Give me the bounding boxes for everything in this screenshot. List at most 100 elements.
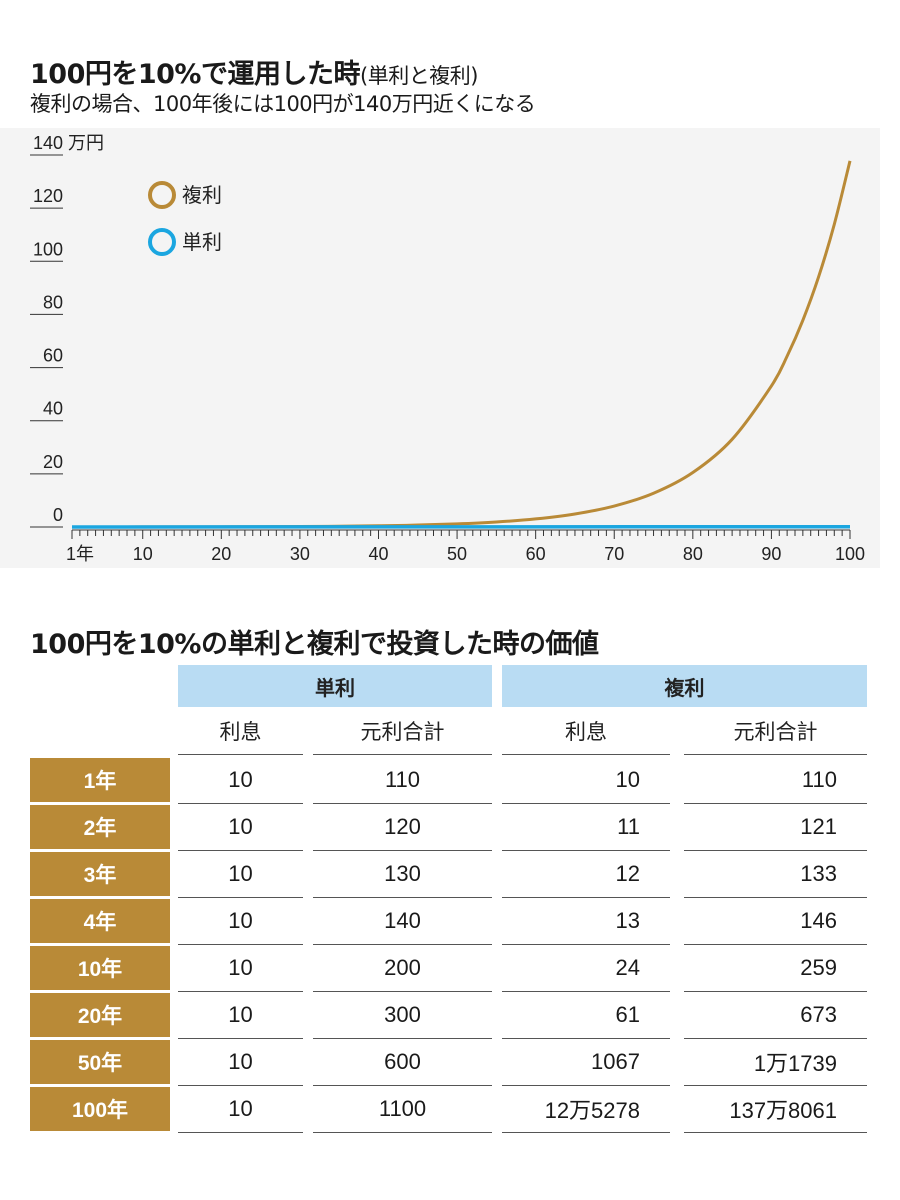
chart-title-paren: (単利と複利) — [360, 64, 478, 88]
table-rule — [178, 1132, 303, 1133]
table-rule — [313, 803, 492, 804]
table-cell: 11 — [617, 814, 640, 839]
table-cell: 10 — [228, 814, 253, 839]
table-rule — [502, 1085, 670, 1086]
column-header: 利息 — [219, 720, 262, 744]
chart-subtitle: 複利の場合、100年後には100円が140万円近くになる — [30, 92, 536, 116]
table-rule — [502, 991, 670, 992]
x-tick-label: 80 — [683, 544, 703, 564]
x-tick-label: 100 — [835, 544, 865, 564]
table-rule — [178, 944, 303, 945]
table-cell: 12万5278 — [544, 1098, 640, 1123]
table-cell: 10 — [615, 767, 640, 792]
table-rule — [313, 754, 492, 755]
table-cell: 146 — [800, 908, 837, 933]
legend-marker — [148, 181, 176, 209]
table-rule — [178, 1085, 303, 1086]
y-tick-label: 40 — [43, 399, 63, 419]
line-chart: 0 20 40 60 80 100 120 140 万円 1年 10 20 30 40 50 60 70 80 9… — [0, 128, 880, 568]
table-cell: 1万1739 — [753, 1051, 837, 1076]
y-axis: 0 20 40 60 80 100 120 140 万円 — [30, 133, 104, 528]
table-rule — [684, 991, 867, 992]
table-cell: 10 — [228, 1096, 253, 1121]
table-rule — [684, 1038, 867, 1039]
table-cell: 259 — [800, 955, 837, 980]
row-label: 10年 — [30, 946, 170, 990]
y-tick-label: 100 — [33, 239, 63, 259]
legend-label: 複利 — [182, 183, 222, 207]
table-cell: 13 — [615, 908, 640, 933]
table-cell: 130 — [384, 861, 421, 886]
table-rule — [502, 944, 670, 945]
table-rule — [684, 754, 867, 755]
table-cell: 673 — [800, 1002, 837, 1027]
row-label: 20年 — [30, 993, 170, 1037]
row-label: 3年 — [30, 852, 170, 896]
table-rule — [178, 991, 303, 992]
row-label: 2年 — [30, 805, 170, 849]
table-cell: 110 — [801, 767, 837, 792]
table-cell: 121 — [800, 814, 837, 839]
x-axis: 1年 10 20 30 40 50 60 70 80 90 100 — [66, 529, 865, 564]
x-tick-label: 40 — [368, 544, 388, 564]
table-rule — [313, 897, 492, 898]
table-rule — [502, 897, 670, 898]
table-rule — [684, 1132, 867, 1133]
row-label: 4年 — [30, 899, 170, 943]
table-cell: 137万8061 — [729, 1098, 837, 1123]
group-header: 単利 — [178, 665, 492, 707]
y-tick-label: 120 — [33, 186, 63, 206]
y-tick-label: 0 — [53, 505, 63, 525]
y-tick-label: 80 — [43, 292, 63, 312]
table-cell: 1067 — [591, 1049, 640, 1074]
table-rule — [684, 1085, 867, 1086]
table-rule — [502, 1132, 670, 1133]
table-cell: 24 — [615, 955, 640, 980]
table-rule — [178, 850, 303, 851]
x-tick-label: 50 — [447, 544, 467, 564]
table-cell: 120 — [384, 814, 421, 839]
table-rule — [502, 1038, 670, 1039]
y-tick-label: 20 — [43, 452, 63, 472]
table-rule — [313, 944, 492, 945]
series-lines — [71, 160, 852, 529]
table-rule — [178, 803, 303, 804]
y-tick-label: 140 — [33, 133, 63, 153]
table-rule — [502, 754, 670, 755]
table-rule — [313, 850, 492, 851]
table-cell: 10 — [228, 908, 253, 933]
table-rule — [313, 1132, 492, 1133]
table-rule — [684, 944, 867, 945]
chart-title: 100円を10%で運用した時(単利と複利) — [30, 52, 478, 91]
table-cell: 10 — [228, 767, 253, 792]
x-tick-label: 60 — [526, 544, 546, 564]
row-label: 100年 — [30, 1087, 170, 1131]
table-rule — [313, 1038, 492, 1039]
table-rule — [684, 803, 867, 804]
x-tick-label: 20 — [211, 544, 231, 564]
table-cell: 10 — [228, 955, 253, 980]
table-cell: 200 — [384, 955, 421, 980]
table-rule — [502, 803, 670, 804]
x-tick-label: 30 — [290, 544, 310, 564]
table-rule — [313, 1085, 492, 1086]
table-rule — [684, 897, 867, 898]
table-cell: 10 — [228, 1002, 253, 1027]
column-header: 元利合計 — [733, 720, 818, 744]
table-cell: 600 — [384, 1049, 421, 1074]
y-unit-label: 万円 — [68, 133, 104, 153]
row-label: 1年 — [30, 758, 170, 802]
table-title: 100円を10%の単利と複利で投資した時の価値 — [30, 629, 599, 660]
table-rule — [178, 897, 303, 898]
table-rule — [178, 1038, 303, 1039]
table-rule — [313, 991, 492, 992]
table-cell: 12 — [615, 861, 640, 886]
table-cell: 1100 — [378, 1096, 427, 1121]
plot-background — [0, 128, 880, 568]
x-tick-label: 1年 — [66, 544, 94, 564]
chart-title-main: 100円を10%で運用した時 — [30, 59, 361, 90]
x-tick-label: 10 — [133, 544, 153, 564]
y-tick-label: 60 — [43, 346, 63, 366]
table-cell: 133 — [800, 861, 837, 886]
